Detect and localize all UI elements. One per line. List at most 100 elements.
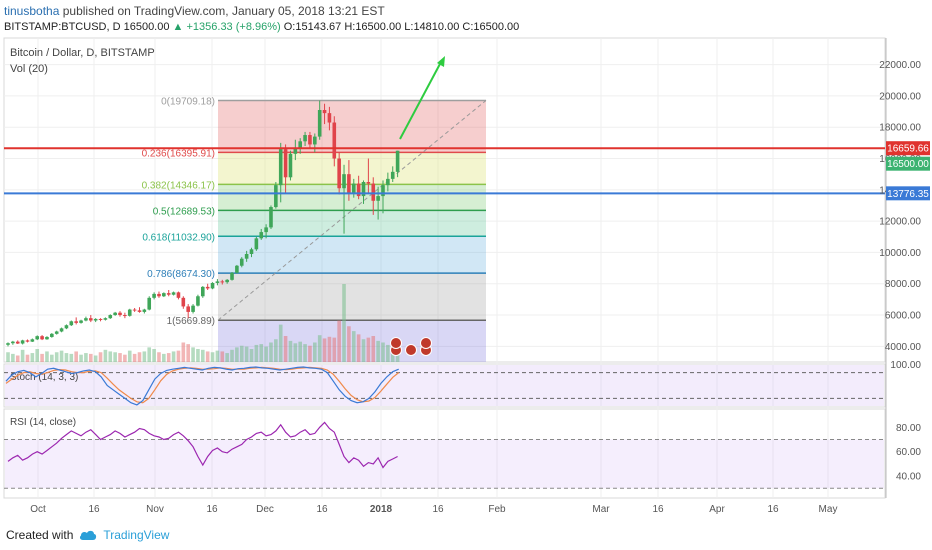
volume-bar <box>162 353 166 362</box>
fib-level-label: 0.786(8674.30) <box>147 269 215 280</box>
volume-bar <box>88 353 93 362</box>
x-tick-label: Oct <box>30 504 46 515</box>
volume-bar <box>337 320 341 362</box>
rsi-y-tick: 60.00 <box>896 447 921 458</box>
candle-body <box>210 282 215 289</box>
y-tick-label: 20000.00 <box>879 91 921 102</box>
volume-bar <box>69 353 74 362</box>
volume-bar <box>59 350 64 362</box>
y-tick-label: 6000.00 <box>885 311 922 322</box>
candle-body <box>356 183 361 197</box>
volume-bar <box>288 340 293 362</box>
candle-body <box>327 113 332 123</box>
candle-body <box>283 149 288 178</box>
publish-info: tinusbotha published on TradingView.com,… <box>4 4 385 18</box>
author-link[interactable]: tinusbotha <box>4 4 60 18</box>
volume-bar <box>215 350 220 362</box>
volume-bar <box>132 353 137 362</box>
volume-bar <box>313 342 317 362</box>
volume-bar <box>79 354 83 362</box>
ohlc-line: BITSTAMP:BTCUSD, D 16500.00 ▲ +1356.33 (… <box>4 21 519 33</box>
low-value: L:14810.00 <box>404 21 460 33</box>
volume-bar <box>244 346 249 362</box>
volume-bar <box>220 351 225 362</box>
volume-bar <box>186 344 190 362</box>
volume-bar <box>239 345 244 362</box>
axes: Oct 16 Nov 16 Dec 16 2018 16 Feb Mar 16 Apr 16 May 220… <box>30 38 930 515</box>
rsi-panel <box>3 408 886 499</box>
candle-body <box>249 249 254 254</box>
candle-body <box>25 340 30 342</box>
candle-body <box>11 341 15 344</box>
volume-bar <box>93 355 98 362</box>
tradingview-link[interactable]: TradingView <box>103 528 170 542</box>
price-chart[interactable]: 0(19709.18) 0.236(16395.91) 0.382(14346.17… <box>0 0 932 518</box>
x-tick-label: Apr <box>709 504 725 515</box>
volume-bar <box>254 344 259 362</box>
x-tick-label: Nov <box>146 504 164 515</box>
volume-bar <box>201 349 205 362</box>
created-with-text: Created with <box>6 528 74 542</box>
fib-zone <box>218 152 486 185</box>
fib-level-label: 0.236(16395.91) <box>142 148 215 159</box>
x-tick-label: 16 <box>206 504 218 515</box>
volume-bar <box>127 350 132 362</box>
candle-body <box>395 150 400 172</box>
candle-body <box>64 325 69 329</box>
volume-bar <box>171 351 176 362</box>
candle-body <box>244 254 249 259</box>
candle-body <box>371 183 376 201</box>
y-tick-label: 10000.00 <box>879 248 921 259</box>
candles <box>6 100 400 347</box>
oscillators: Stoch (14, 3, 3) 100.00 RSI (14, close) 80.… <box>4 360 921 489</box>
candle-body <box>132 309 137 311</box>
candle-body <box>54 331 59 334</box>
candle-body <box>123 315 127 317</box>
volume-bar <box>54 352 59 362</box>
volume-bar <box>20 349 25 362</box>
volume-bar <box>40 353 44 362</box>
fib-level-label: 1(5669.89) <box>167 316 215 327</box>
candle-body <box>351 183 356 193</box>
fib-level-label: 0(19709.18) <box>161 96 215 107</box>
volume-bar <box>386 344 390 362</box>
y-tick-label: 12000.00 <box>879 217 921 228</box>
volume-bar <box>283 336 288 362</box>
candle-body <box>157 293 161 297</box>
volume-bar <box>25 354 30 362</box>
event-flag-icon <box>390 337 402 349</box>
volume-bar <box>308 345 312 362</box>
candle-body <box>366 182 371 184</box>
candle-body <box>386 178 390 186</box>
y-tick-label: 8000.00 <box>885 279 922 290</box>
volume-bar <box>157 352 161 362</box>
volume-bar <box>50 354 54 362</box>
volume-bar <box>11 353 15 362</box>
volume-bar <box>264 346 268 362</box>
x-tick-label: 16 <box>432 504 444 515</box>
candle-body <box>15 341 20 344</box>
volume-bar <box>196 349 200 362</box>
volume-bar <box>259 344 264 362</box>
volume-bar <box>45 351 49 362</box>
candle-body <box>147 297 152 310</box>
candle-body <box>308 135 312 145</box>
rsi-y-tick: 40.00 <box>896 472 921 483</box>
candle-body <box>186 306 190 312</box>
candle-body <box>103 318 108 320</box>
event-flag-icon <box>420 337 432 349</box>
volume-bar <box>303 344 307 362</box>
candle-body <box>30 339 35 342</box>
candle-body <box>235 265 239 273</box>
x-tick-label: 16 <box>767 504 779 515</box>
horizontal-lines <box>4 147 885 195</box>
candle-body <box>264 227 268 233</box>
change-text: ▲ +1356.33 (+8.96%) <box>172 21 281 33</box>
x-tick-label: Dec <box>256 504 274 515</box>
volume-bar <box>322 338 327 362</box>
x-tick-label: 16 <box>88 504 100 515</box>
fib-zone <box>218 236 486 274</box>
y-tick-label: 4000.00 <box>885 342 922 353</box>
rsi-line <box>7 421 398 469</box>
candle-body <box>166 293 171 295</box>
